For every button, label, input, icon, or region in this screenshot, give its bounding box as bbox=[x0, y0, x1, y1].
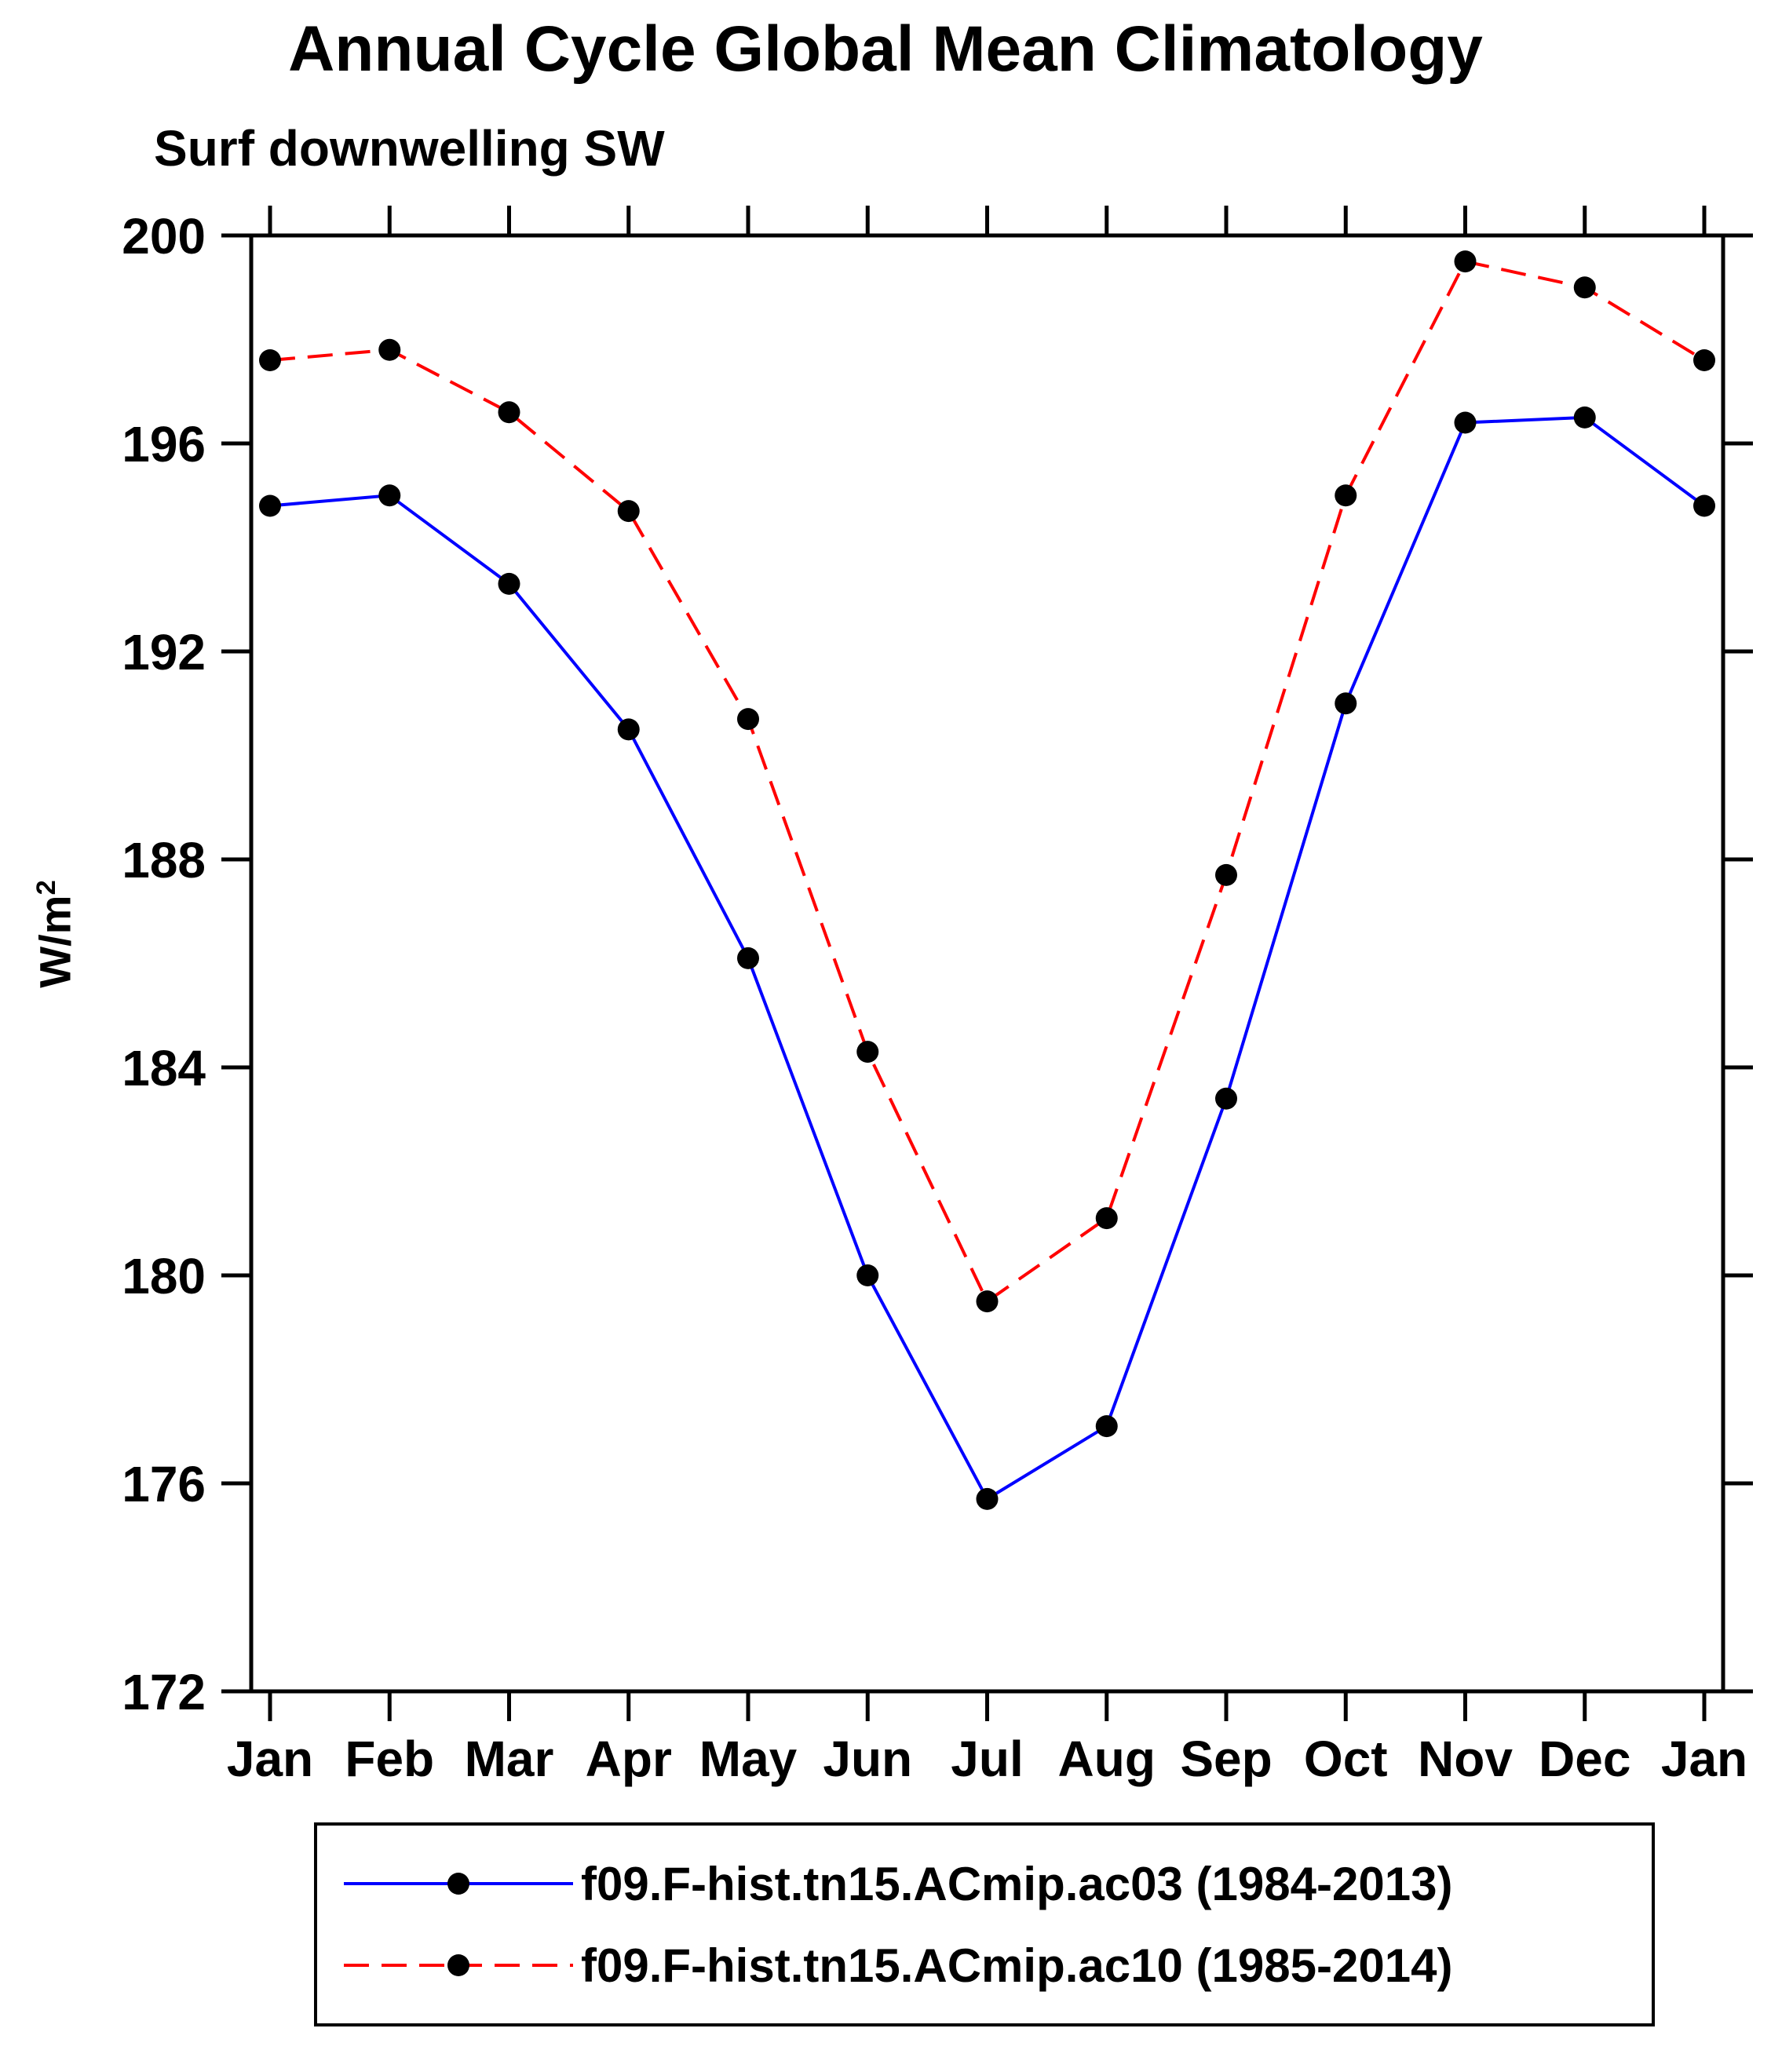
data-point-marker bbox=[1095, 1415, 1118, 1438]
data-point-marker bbox=[617, 718, 640, 741]
x-tick-label: May bbox=[699, 1731, 798, 1787]
data-point-marker bbox=[1693, 349, 1715, 371]
x-tick-label: Feb bbox=[345, 1731, 434, 1787]
x-tick-label: Jan bbox=[227, 1731, 313, 1787]
data-point-marker bbox=[1573, 406, 1596, 429]
data-point-marker bbox=[259, 494, 281, 517]
data-point-marker bbox=[856, 1041, 879, 1063]
y-tick-label: 192 bbox=[122, 624, 206, 680]
y-tick-label: 196 bbox=[122, 416, 206, 472]
x-tick-label: Sep bbox=[1180, 1731, 1272, 1787]
data-point-marker bbox=[259, 349, 281, 371]
legend: f09.F-hist.tn15.ACmip.ac03 (1984-2013) f0… bbox=[314, 1822, 1655, 2026]
legend-item: f09.F-hist.tn15.ACmip.ac03 (1984-2013) bbox=[341, 1843, 1628, 1924]
chart-title: Annual Cycle Global Mean Climatology bbox=[288, 13, 1483, 85]
plot-frame bbox=[249, 233, 1725, 1694]
x-tick-label: Jul bbox=[951, 1731, 1023, 1787]
data-point-marker bbox=[976, 1487, 999, 1510]
data-point-marker bbox=[1215, 863, 1237, 886]
y-tick-label: 176 bbox=[122, 1456, 206, 1512]
x-tick-label: Nov bbox=[1418, 1731, 1513, 1787]
y-tick-label: 172 bbox=[122, 1664, 206, 1720]
legend-label: f09.F-hist.tn15.ACmip.ac03 (1984-2013) bbox=[581, 1857, 1453, 1910]
data-point-marker bbox=[737, 708, 759, 731]
data-point-marker bbox=[1454, 411, 1477, 434]
legend-line-sample bbox=[344, 1873, 573, 1895]
data-point-marker bbox=[1335, 692, 1357, 715]
legend-line-sample bbox=[344, 1954, 573, 1976]
data-point-marker bbox=[1693, 494, 1715, 517]
legend-sample-marker bbox=[447, 1873, 469, 1895]
data-point-marker bbox=[1215, 1087, 1237, 1110]
legend-label: f09.F-hist.tn15.ACmip.ac10 (1985-2014) bbox=[581, 1939, 1453, 1992]
y-tick-label: 200 bbox=[122, 208, 206, 264]
data-point-marker bbox=[1573, 276, 1596, 299]
data-point-marker bbox=[617, 500, 640, 523]
x-tick-label: Aug bbox=[1058, 1731, 1156, 1787]
x-tick-label: Jun bbox=[823, 1731, 912, 1787]
y-tick-label: 188 bbox=[122, 832, 206, 888]
data-point-marker bbox=[498, 572, 520, 595]
x-tick-label: Apr bbox=[586, 1731, 672, 1787]
y-tick-label: 180 bbox=[122, 1248, 206, 1304]
legend-item: f09.F-hist.tn15.ACmip.ac10 (1985-2014) bbox=[341, 1924, 1628, 2006]
data-point-marker bbox=[1335, 484, 1357, 507]
data-point-marker bbox=[378, 484, 401, 507]
x-tick-label: Mar bbox=[465, 1731, 554, 1787]
chart-subtitle: Surf downwelling SW bbox=[154, 120, 665, 177]
data-point-marker bbox=[1095, 1207, 1118, 1230]
data-point-marker bbox=[498, 401, 520, 424]
data-point-marker bbox=[1454, 250, 1477, 273]
series-line bbox=[269, 259, 1706, 1304]
x-tick-label: Oct bbox=[1304, 1731, 1388, 1787]
y-tick-label: 184 bbox=[122, 1040, 206, 1096]
legend-sample-marker bbox=[447, 1954, 469, 1976]
x-tick-label: Jan bbox=[1661, 1731, 1747, 1787]
x-tick-label: Dec bbox=[1539, 1731, 1630, 1787]
data-point-marker bbox=[856, 1264, 879, 1286]
data-point-marker bbox=[976, 1290, 999, 1313]
data-point-marker bbox=[378, 338, 401, 361]
data-point-marker bbox=[737, 947, 759, 969]
series-line bbox=[269, 415, 1706, 1501]
